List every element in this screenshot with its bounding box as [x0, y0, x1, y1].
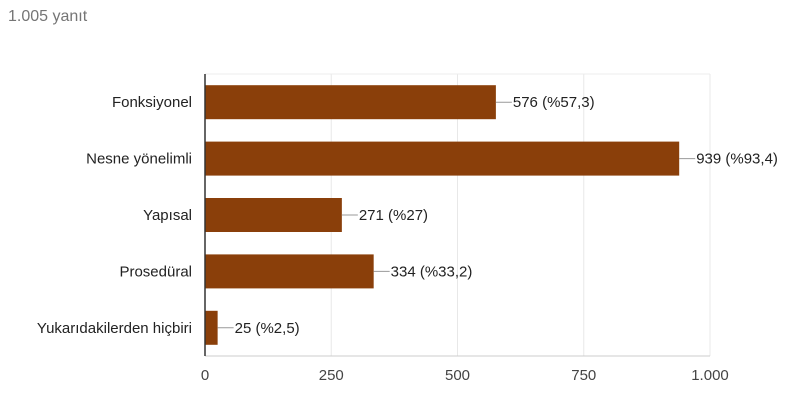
bar [205, 198, 342, 232]
category-label: Fonksiyonel [112, 94, 192, 111]
x-tick-label: 1.000 [691, 367, 729, 384]
x-tick-label: 500 [445, 367, 470, 384]
bar [205, 310, 218, 345]
data-label: 334 (%33,2) [391, 263, 473, 280]
x-tick-label: 750 [571, 367, 596, 384]
bar [205, 254, 374, 289]
category-label: Nesne yönelimli [86, 151, 192, 168]
x-tick-label: 0 [201, 367, 209, 384]
data-label: 576 (%57,3) [513, 94, 595, 111]
bar [205, 85, 496, 120]
x-tick-label: 250 [319, 367, 344, 384]
bar [205, 141, 680, 176]
category-label: Prosedüral [119, 263, 192, 280]
data-label: 939 (%93,4) [696, 151, 778, 168]
category-label: Yukarıdakilerden hiçbiri [37, 320, 192, 337]
data-label: 271 (%27) [359, 207, 428, 224]
data-label: 25 (%2,5) [235, 320, 300, 337]
category-label: Yapısal [143, 207, 192, 224]
response-count: 1.005 yanıt [8, 8, 88, 25]
